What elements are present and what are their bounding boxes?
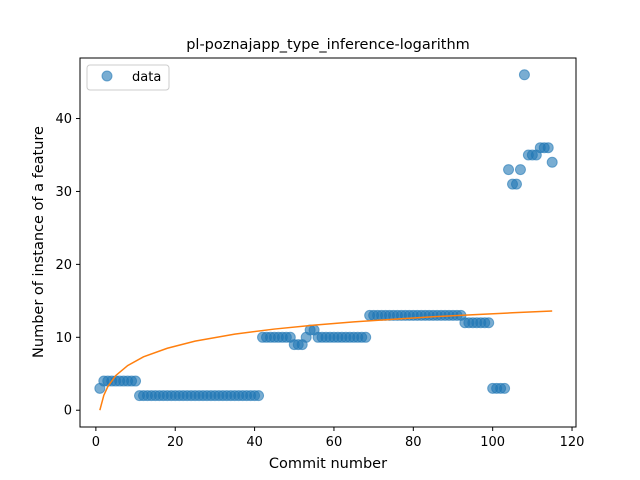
plot-area — [94, 69, 558, 411]
x-axis-title: Commit number — [269, 456, 387, 472]
y-tick-label: 20 — [55, 258, 72, 273]
y-axis-title: Number of instance of a feature — [31, 126, 47, 358]
x-tick-label: 40 — [246, 435, 263, 450]
data-point — [130, 375, 142, 387]
legend: data — [86, 64, 170, 91]
y-tick-label: 0 — [64, 404, 72, 419]
legend-label-data: data — [132, 70, 161, 85]
x-tick-label: 60 — [326, 435, 343, 450]
data-point — [514, 164, 526, 176]
y-tick-label: 40 — [55, 112, 72, 127]
x-tick-label: 0 — [92, 435, 100, 450]
data-point — [546, 156, 558, 168]
data-point — [542, 142, 554, 154]
legend-marker-data — [101, 70, 113, 82]
axes-frame — [79, 57, 577, 428]
data-point — [360, 331, 372, 343]
y-tick-label: 10 — [55, 331, 72, 346]
data-point — [503, 164, 515, 176]
x-tick-label: 20 — [167, 435, 184, 450]
data-point — [483, 317, 495, 329]
x-tick-label: 120 — [560, 435, 585, 450]
chart-title: pl-poznajapp_type_inference-logarithm — [186, 37, 470, 53]
axis-ticks: 0 20 40 60 80 100 120 0 10 20 30 40 — [55, 112, 584, 450]
data-point — [253, 390, 265, 402]
x-tick-label: 80 — [405, 435, 422, 450]
fit-line — [99, 310, 553, 411]
y-tick-label: 30 — [55, 185, 72, 200]
x-tick-label: 100 — [480, 435, 505, 450]
data-point — [510, 178, 522, 190]
data-point — [518, 69, 530, 81]
data-point — [499, 382, 511, 394]
